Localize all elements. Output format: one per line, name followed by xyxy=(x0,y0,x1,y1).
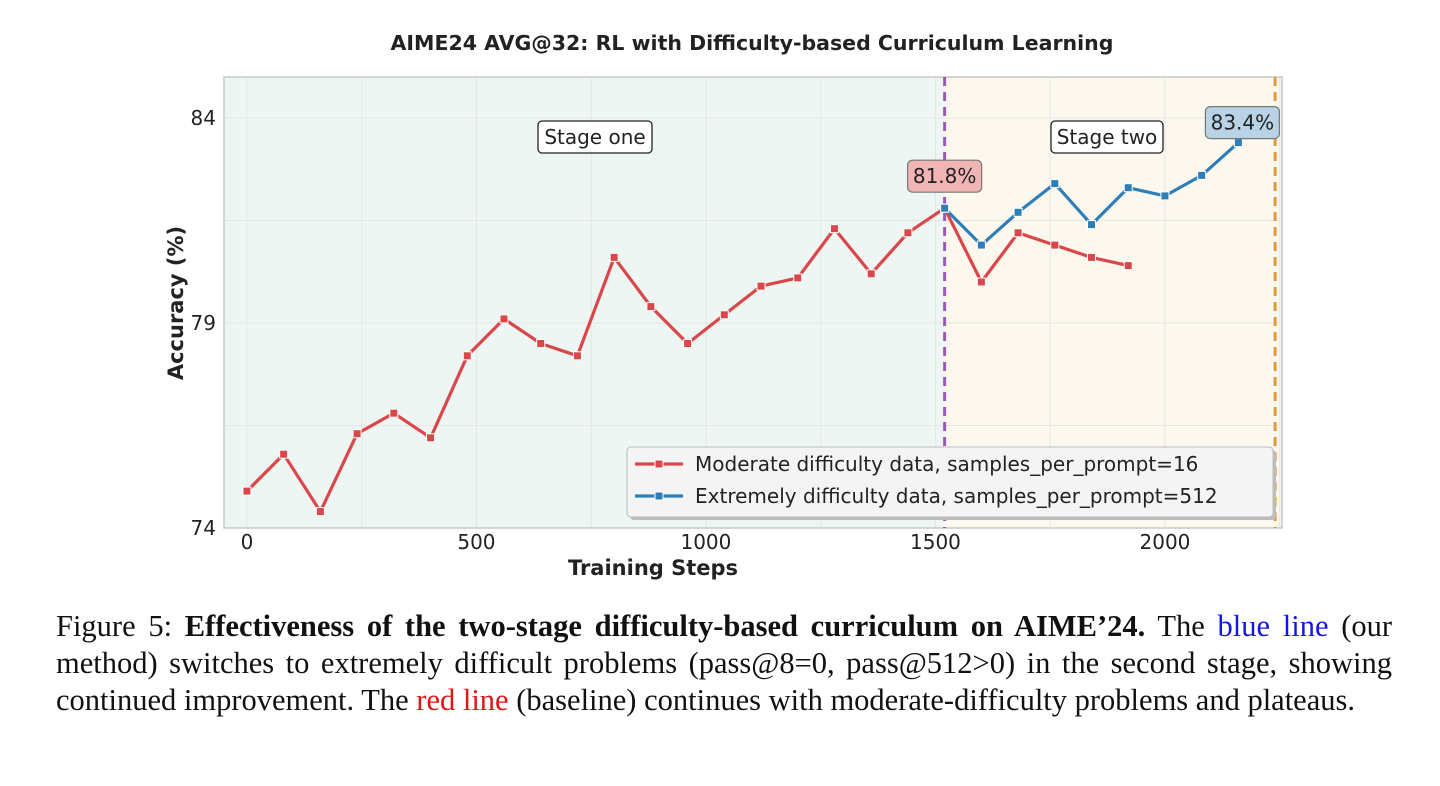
peak-annotation-1: 81.8% xyxy=(907,159,983,193)
caption-text-1: The xyxy=(1145,609,1218,643)
legend-label: Extremely difficulty data, samples_per_p… xyxy=(695,484,1218,508)
series-1-point xyxy=(352,429,362,439)
stage-label-text: Stage two xyxy=(1057,125,1158,149)
series-1-point xyxy=(756,281,766,291)
x-tick-label: 1500 xyxy=(910,530,961,554)
caption-blue-line-ref: blue line xyxy=(1217,609,1329,643)
series-2-point xyxy=(1197,170,1207,180)
series-2-point xyxy=(1123,183,1133,193)
legend-label: Moderate difficulty data, samples_per_pr… xyxy=(695,452,1198,476)
series-1-point xyxy=(572,351,582,361)
stage-label-box xyxy=(1050,120,1164,154)
series-2-point xyxy=(1050,179,1060,189)
series-1-point xyxy=(499,314,509,324)
line-chart: Stage one Stage two 0 500 1000 1500 2000 74 79 84… xyxy=(164,31,1283,580)
stage-label-1: Stage one xyxy=(537,120,653,154)
annotation-text: 81.8% xyxy=(913,164,977,188)
series-1-point xyxy=(1013,228,1023,238)
annotation-text: 83.4% xyxy=(1211,111,1275,135)
y-axis-label: Accuracy (%) xyxy=(164,226,188,380)
legend: Moderate difficulty data, samples_per_pr… xyxy=(626,446,1276,520)
series-1-point xyxy=(536,339,546,348)
y-tick-label: 74 xyxy=(191,516,216,540)
series-1-point xyxy=(609,252,619,262)
peak-annotation-2: 83.4% xyxy=(1204,105,1280,140)
series-1-point xyxy=(315,507,325,517)
stage-label-text: Stage one xyxy=(544,125,645,149)
caption-text-3: (baseline) continues with moderate-diffi… xyxy=(508,683,1355,717)
series-1-point xyxy=(683,339,693,348)
series-2-point xyxy=(1160,191,1170,201)
figure: Stage one Stage two 0 500 1000 1500 2000 74 79 84… xyxy=(164,31,1283,580)
series-1-point xyxy=(646,302,656,312)
series-1-point xyxy=(1087,252,1097,262)
series-1-point xyxy=(1050,240,1060,250)
stage-label-box xyxy=(537,120,653,154)
x-tick-label: 500 xyxy=(457,530,495,554)
legend-box xyxy=(626,446,1274,518)
series-2-point xyxy=(1087,220,1097,230)
figure-caption: Figure 5: Effectiveness of the two-stage… xyxy=(56,608,1392,719)
series-1-point xyxy=(976,277,986,287)
series-1-point xyxy=(279,449,289,459)
legend-item-1: Moderate difficulty data, samples_per_pr… xyxy=(635,452,1198,476)
caption-bold-title: Effectiveness of the two-stage difficult… xyxy=(184,609,1146,643)
plot-frame xyxy=(223,76,1283,529)
series-1-point xyxy=(242,486,252,496)
y-tick-label: 79 xyxy=(191,311,216,335)
series-1-point xyxy=(903,228,913,238)
caption-text-2: (our method) switches to extremely diffi… xyxy=(56,609,1393,717)
legend-swatch-marker xyxy=(654,459,664,469)
series-1-point xyxy=(389,408,399,418)
series-2-point xyxy=(940,203,950,213)
annotation-box xyxy=(1204,105,1280,140)
caption-prefix: Figure 5: xyxy=(56,609,185,643)
series-1-point xyxy=(866,269,876,279)
chart-title: AIME24 AVG@32: RL with Difficulty-based … xyxy=(391,31,1114,55)
caption-red-line-ref: red line xyxy=(416,683,509,717)
legend-swatch-marker xyxy=(654,491,664,501)
series-1-point xyxy=(829,224,839,234)
series-1-point xyxy=(462,351,472,361)
series-2-point xyxy=(1233,138,1243,148)
series-1-point xyxy=(426,433,436,443)
x-tick-label: 0 xyxy=(241,530,254,554)
series-2-point xyxy=(1013,207,1023,217)
series-1-point xyxy=(719,310,729,320)
series-1-point xyxy=(1123,261,1133,271)
legend-item-2: Extremely difficulty data, samples_per_p… xyxy=(635,484,1218,508)
x-tick-label: 2000 xyxy=(1140,530,1191,554)
series-1-point xyxy=(793,273,803,283)
y-tick-label: 84 xyxy=(191,106,216,130)
stage-label-2: Stage two xyxy=(1050,120,1164,154)
x-axis-label: Training Steps xyxy=(568,556,738,580)
annotation-box xyxy=(907,159,983,193)
x-tick-label: 1000 xyxy=(680,530,731,554)
series-2-point xyxy=(976,240,986,250)
